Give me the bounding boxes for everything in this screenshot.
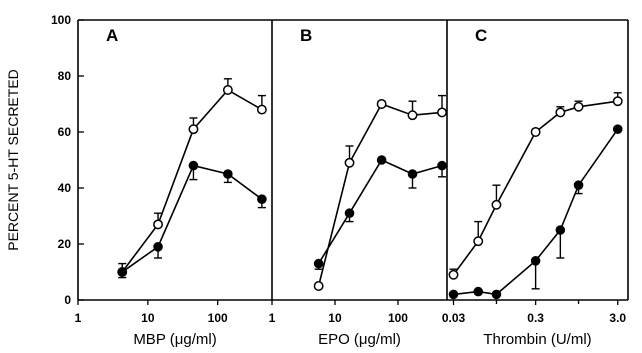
panel-b-series-filled-point <box>376 155 387 165</box>
panel-b-series-open-point <box>313 281 324 291</box>
panel-c-series-open-point <box>612 96 623 107</box>
panel-c-series-filled-point <box>573 180 584 190</box>
panel-a-xtick-label: 1 <box>75 311 82 325</box>
panel-a-ytick-label: 100 <box>51 13 71 27</box>
panel-a-ytick-label: 80 <box>58 69 72 83</box>
panel-a-series-filled-point <box>257 194 267 204</box>
panel-c-series-open-point <box>555 107 566 118</box>
panel-a-x-axis-title: MBP (μg/ml) <box>133 331 216 348</box>
panel-c-xtick-label: 0.03 <box>442 311 466 325</box>
panel-c-series-filled-point <box>530 255 541 266</box>
panel-a-series-open-point <box>188 124 199 135</box>
panel-b-x-axis-title: EPO (μg/ml) <box>318 331 401 348</box>
panel-b-series-open-point <box>407 110 418 121</box>
panel-b-series-open-line <box>317 103 443 287</box>
panel-c-series-filled-point <box>555 225 566 235</box>
panel-a-series-filled-point <box>188 160 199 171</box>
panel-a-letter: A <box>106 26 118 45</box>
panel-c-series-filled-point <box>491 289 502 300</box>
panel-a-ytick-label: 60 <box>58 125 72 139</box>
panel-a-xtick-label: 100 <box>208 311 228 325</box>
panel-b-xtick-label: 1 <box>269 311 276 325</box>
panel-a-xtick-label: 10 <box>141 311 155 325</box>
panel-b-series-filled-point <box>437 160 447 171</box>
panel-a-series-filled-point <box>223 169 233 179</box>
panel-b-xtick-label: 10 <box>328 311 342 325</box>
panel-b-series-filled-point <box>313 258 324 269</box>
panel-a-ytick-label: 20 <box>58 237 72 251</box>
panel-a-series-filled-point <box>153 242 163 252</box>
panel-b-series-open-point <box>344 157 355 168</box>
panel-c-xtick-label: 3.0 <box>609 311 626 325</box>
panel-c-series-filled-point <box>448 289 459 300</box>
panel-b-series-open-point <box>376 99 387 109</box>
panel-c-xtick-label: 0.3 <box>527 311 544 325</box>
panel-a-ytick-label: 40 <box>58 181 72 195</box>
panel-a-series-open-point <box>153 219 163 230</box>
panel-c-letter: C <box>475 26 487 45</box>
panel-b-xtick-label: 100 <box>388 311 408 325</box>
panel-a-series-filled-point <box>117 267 128 277</box>
panel-a-series-open-point <box>256 104 267 115</box>
panel-b-series-open-point <box>437 107 447 118</box>
panel-b-letter: B <box>300 26 312 45</box>
panel-c-series-open-point <box>473 236 484 247</box>
panel-a-series-filled-line <box>121 164 263 273</box>
y-axis-title: PERCENT 5-HT SECRETED <box>5 69 21 251</box>
panel-b-series-filled-point <box>344 208 355 218</box>
panel-c-series-open-point <box>491 199 502 210</box>
panel-c-series-filled-point <box>612 124 623 134</box>
panel-c-series-open-point <box>573 101 584 112</box>
panel-c-series-open-point <box>448 269 459 280</box>
panel-a-series-open-point <box>222 85 233 95</box>
panel-c-series-open-point <box>530 127 541 137</box>
panel-c-series-filled-point <box>473 286 484 297</box>
panel-b-series-filled-point <box>407 169 418 179</box>
panel-c-x-axis-title: Thrombin (U/ml) <box>483 331 591 348</box>
panel-a-ytick-label: 0 <box>64 293 71 307</box>
